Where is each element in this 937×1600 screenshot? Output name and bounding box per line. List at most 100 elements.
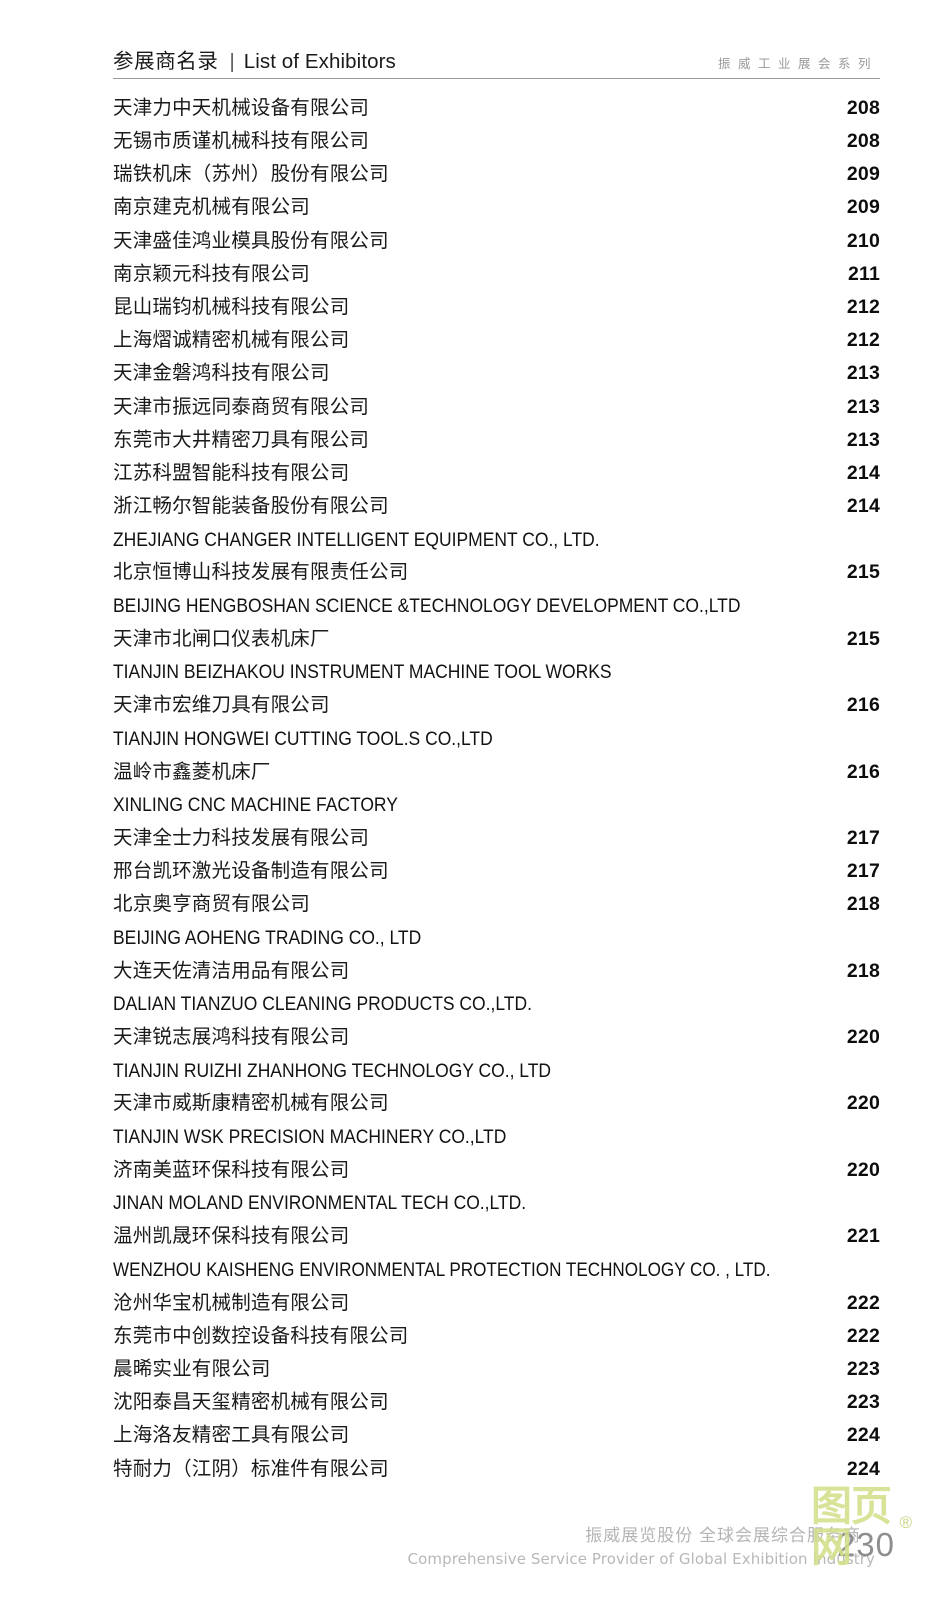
exhibitor-page-number: 214 (846, 461, 880, 484)
exhibitor-row-english: XINLING CNC MACHINE FACTORY (113, 789, 880, 822)
exhibitor-page-number: 213 (846, 428, 880, 451)
exhibitor-name: 邢台凯环激光设备制造有限公司 (113, 860, 389, 883)
exhibitor-page-number: 216 (846, 694, 880, 717)
registered-trademark-icon: ® (899, 1513, 912, 1532)
page-number: 230 (836, 1526, 895, 1563)
exhibitor-row: 天津全士力科技发展有限公司 217 (113, 822, 880, 855)
page-title-chinese: 参展商名录 (113, 50, 219, 73)
exhibitor-name: 温岭市鑫菱机床厂 (113, 760, 271, 783)
exhibitor-name: TIANJIN BEIZHAKOU INSTRUMENT MACHINE TOO… (113, 662, 612, 684)
exhibitor-row: 昆山瑞钧机械科技有限公司 212 (113, 291, 880, 324)
exhibitor-name: 南京建克机械有限公司 (113, 196, 311, 219)
exhibitor-row-english: BEIJING AOHENG TRADING CO., LTD (113, 922, 880, 955)
exhibitor-name: 大连天佐清洁用品有限公司 (113, 959, 350, 982)
page-title-english: List of Exhibitors (243, 50, 396, 73)
exhibitor-name: BEIJING HENGBOSHAN SCIENCE &TECHNOLOGY D… (113, 595, 741, 617)
exhibitor-name: WENZHOU KAISHENG ENVIRONMENTAL PROTECTIO… (113, 1259, 771, 1281)
exhibitor-name: ZHEJIANG CHANGER INTELLIGENT EQUIPMENT C… (113, 529, 600, 551)
exhibitor-page-number: 213 (846, 395, 880, 418)
exhibitor-name: 江苏科盟智能科技有限公司 (113, 461, 350, 484)
exhibitor-name: TIANJIN HONGWEI CUTTING TOOL.S CO.,LTD (113, 728, 493, 750)
exhibitor-row: 天津力中天机械设备有限公司 208 (113, 92, 880, 125)
exhibitor-row: 温州凯晟环保科技有限公司 221 (113, 1220, 880, 1253)
header-title-group: 参展商名录 | List of Exhibitors (113, 44, 396, 74)
footer-tagline-chinese: 振威展览股份 全球会展综合服务商 (585, 1526, 861, 1545)
footer-tagline-english: Comprehensive Service Provider of Global… (407, 1550, 875, 1568)
exhibitor-row-english: TIANJIN BEIZHAKOU INSTRUMENT MACHINE TOO… (113, 656, 880, 689)
exhibitor-name: 北京奥亨商贸有限公司 (113, 893, 311, 916)
exhibitor-page-number: 218 (846, 959, 880, 982)
exhibitor-name: 东莞市大井精密刀具有限公司 (113, 428, 370, 451)
exhibitor-page-number: 224 (846, 1457, 880, 1480)
running-header: 参展商名录 | List of Exhibitors 振威工业展会系列 (113, 38, 880, 79)
exhibitor-page-number: 212 (846, 329, 880, 352)
exhibitor-name: BEIJING AOHENG TRADING CO., LTD (113, 927, 422, 949)
exhibitor-row: 沈阳泰昌天玺精密机械有限公司 223 (113, 1386, 880, 1419)
exhibitor-page-number: 217 (846, 860, 880, 883)
exhibitor-page-number: 220 (846, 1026, 880, 1049)
exhibitor-page-number: 220 (846, 1092, 880, 1115)
exhibitor-page-number: 213 (846, 362, 880, 385)
exhibitor-name: 南京颖元科技有限公司 (113, 262, 311, 285)
exhibitor-row: 天津市宏维刀具有限公司 216 (113, 689, 880, 722)
exhibitor-row-english: ZHEJIANG CHANGER INTELLIGENT EQUIPMENT C… (113, 523, 880, 556)
exhibitor-name: 瑞铁机床（苏州）股份有限公司 (113, 163, 389, 186)
exhibitor-list: 天津力中天机械设备有限公司 208 无锡市质谨机械科技有限公司 208 瑞铁机床（苏州）… (113, 92, 880, 1486)
exhibitor-page-number: 208 (846, 130, 880, 153)
exhibitor-row: 晨晞实业有限公司 223 (113, 1353, 880, 1386)
exhibitor-row: 特耐力（江阴）标准件有限公司 224 (113, 1453, 880, 1486)
exhibitor-name: 晨晞实业有限公司 (113, 1357, 271, 1380)
exhibitor-name: 浙江畅尔智能装备股份有限公司 (113, 495, 389, 518)
exhibitor-name: 天津锐志展鸿科技有限公司 (113, 1026, 350, 1049)
exhibitor-name: 温州凯晟环保科技有限公司 (113, 1225, 350, 1248)
exhibitor-row-english: BEIJING HENGBOSHAN SCIENCE &TECHNOLOGY D… (113, 590, 880, 623)
exhibitor-row-english: JINAN MOLAND ENVIRONMENTAL TECH CO.,LTD. (113, 1187, 880, 1220)
exhibitor-name: 无锡市质谨机械科技有限公司 (113, 130, 370, 153)
exhibitor-name: 上海熠诚精密机械有限公司 (113, 329, 350, 352)
exhibitor-page-number: 215 (846, 627, 880, 650)
exhibitor-row: 天津市北闸口仪表机床厂 215 (113, 623, 880, 656)
exhibitor-name: 天津市振远同泰商贸有限公司 (113, 395, 370, 418)
exhibitor-page-number: 209 (846, 196, 880, 219)
exhibitor-page-number: 221 (846, 1225, 880, 1248)
exhibitor-name: 济南美蓝环保科技有限公司 (113, 1158, 350, 1181)
exhibitor-row-english: TIANJIN HONGWEI CUTTING TOOL.S CO.,LTD (113, 723, 880, 756)
exhibitor-row: 东莞市中创数控设备科技有限公司 222 (113, 1320, 880, 1353)
exhibitor-name: 天津市北闸口仪表机床厂 (113, 627, 330, 650)
exhibitor-row: 天津盛佳鸿业模具股份有限公司 210 (113, 225, 880, 258)
exhibitor-row: 北京恒博山科技发展有限责任公司 215 (113, 557, 880, 590)
exhibitor-page-number: 210 (846, 229, 880, 252)
exhibitor-row: 上海熠诚精密机械有限公司 212 (113, 324, 880, 357)
exhibitor-row: 济南美蓝环保科技有限公司 220 (113, 1154, 880, 1187)
exhibitor-row: 南京颖元科技有限公司 211 (113, 258, 880, 291)
exhibitor-row: 东莞市大井精密刀具有限公司 213 (113, 424, 880, 457)
exhibitor-row: 浙江畅尔智能装备股份有限公司 214 (113, 490, 880, 523)
exhibition-series-label: 振威工业展会系列 (717, 57, 878, 71)
exhibitor-row-english: TIANJIN RUIZHI ZHANHONG TECHNOLOGY CO., … (113, 1054, 880, 1087)
exhibitor-page-number: 224 (846, 1424, 880, 1447)
exhibitor-name: TIANJIN RUIZHI ZHANHONG TECHNOLOGY CO., … (113, 1060, 552, 1082)
exhibitor-page-number: 222 (846, 1291, 880, 1314)
exhibitor-name: 东莞市中创数控设备科技有限公司 (113, 1324, 409, 1347)
exhibitor-name: 天津盛佳鸿业模具股份有限公司 (113, 229, 389, 252)
exhibitor-page-number: 211 (847, 262, 880, 285)
exhibitor-page-number: 218 (846, 893, 880, 916)
exhibitor-row: 天津金磐鸿科技有限公司 213 (113, 358, 880, 391)
exhibitor-row-english: WENZHOU KAISHENG ENVIRONMENTAL PROTECTIO… (113, 1254, 880, 1287)
exhibitor-row: 温岭市鑫菱机床厂 216 (113, 756, 880, 789)
exhibitor-row: 北京奥亨商贸有限公司 218 (113, 889, 880, 922)
exhibitor-row: 天津锐志展鸿科技有限公司 220 (113, 1021, 880, 1054)
exhibitor-name: 上海洛友精密工具有限公司 (113, 1424, 350, 1447)
exhibitor-name: 沈阳泰昌天玺精密机械有限公司 (113, 1391, 389, 1414)
exhibitor-row: 南京建克机械有限公司 209 (113, 192, 880, 225)
exhibitor-page-number: 223 (846, 1357, 880, 1380)
exhibitor-row: 上海洛友精密工具有限公司 224 (113, 1420, 880, 1453)
exhibitor-page-number: 222 (846, 1324, 880, 1347)
exhibitor-page-number: 223 (846, 1391, 880, 1414)
exhibitor-page-number: 208 (846, 96, 880, 119)
exhibitor-row-english: TIANJIN WSK PRECISION MACHINERY CO.,LTD (113, 1121, 880, 1154)
exhibitor-name: 昆山瑞钧机械科技有限公司 (113, 295, 350, 318)
exhibitor-name: 天津金磐鸿科技有限公司 (113, 362, 330, 385)
exhibitor-page-number: 220 (846, 1158, 880, 1181)
